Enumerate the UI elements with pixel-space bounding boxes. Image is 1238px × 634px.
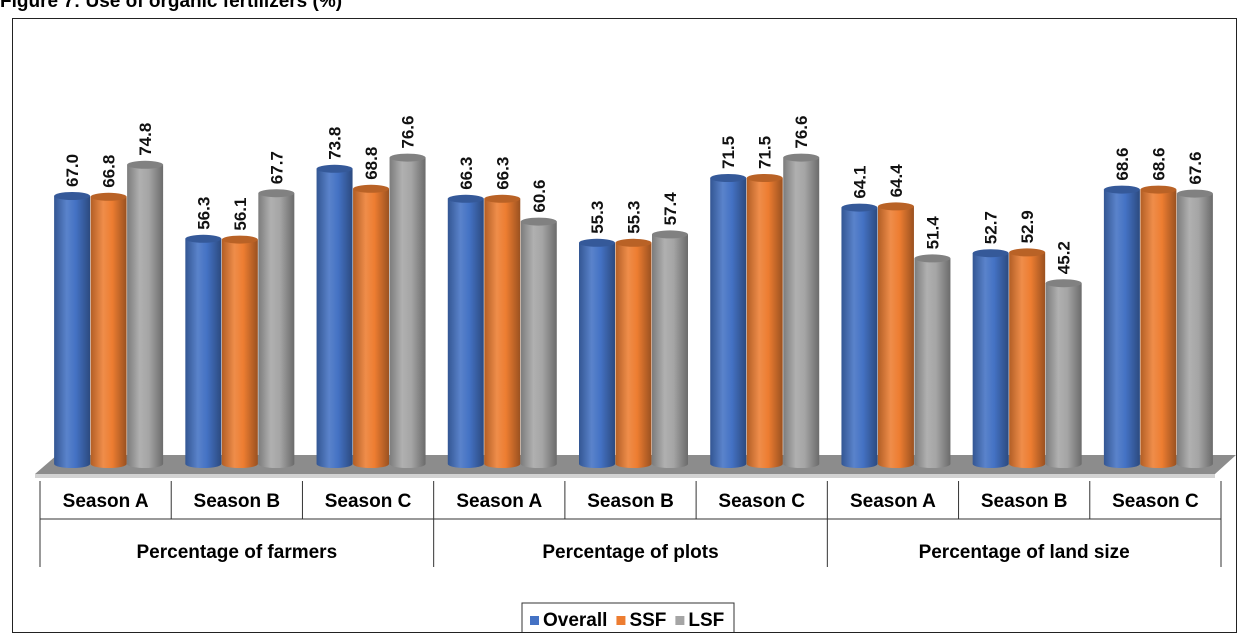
category-label-7: Season A — [850, 491, 936, 512]
figure-title: Figure 7: Use of organic fertilizers (%) — [0, 0, 343, 12]
group-label-3: Percentage of land size — [919, 542, 1130, 563]
category-label-6: Season C — [718, 491, 805, 512]
data-label-ssf-9: 68.6 — [1149, 148, 1168, 181]
data-label-lsf-1: 74.8 — [136, 123, 155, 156]
bar-ssf-5 — [615, 238, 652, 468]
data-label-lsf-7: 51.4 — [923, 216, 942, 250]
bar-overall-6 — [710, 174, 747, 468]
legend-swatch-overall — [530, 616, 539, 625]
legend-label-ssf: SSF — [629, 610, 666, 631]
category-label-2: Season B — [194, 491, 281, 512]
category-axis: Season A Season B Season C Season A Season B… — [39, 481, 1222, 567]
bar-ssf-9 — [1140, 185, 1177, 468]
bar-overall-3 — [316, 164, 353, 469]
bar-ssf-6 — [746, 174, 783, 468]
bar-lsf-3 — [389, 153, 426, 468]
bar-ssf-4 — [484, 194, 521, 469]
data-label-lsf-6: 76.6 — [792, 116, 811, 149]
data-label-ssf-1: 66.8 — [100, 155, 119, 188]
data-label-ssf-4: 66.3 — [493, 157, 512, 190]
data-label-ssf-7: 64.4 — [887, 164, 906, 198]
data-label-overall-5: 55.3 — [588, 201, 607, 234]
data-label-ssf-6: 71.5 — [756, 136, 775, 169]
data-label-lsf-4: 60.6 — [530, 180, 549, 213]
data-label-overall-2: 56.3 — [194, 197, 213, 230]
bar-ssf-2 — [221, 235, 258, 468]
bar-ssf-8 — [1009, 248, 1046, 468]
group-label-2: Percentage of plots — [542, 542, 718, 563]
data-label-ssf-2: 56.1 — [231, 198, 250, 231]
legend-label-overall: Overall — [543, 610, 607, 631]
legend-box — [521, 602, 735, 632]
floor-edge — [35, 474, 1215, 478]
bar-ssf-1 — [90, 192, 127, 469]
data-label-overall-6: 71.5 — [719, 136, 738, 169]
legend-swatch-ssf — [616, 616, 626, 625]
bar-overall-2 — [185, 234, 222, 468]
bar-lsf-9 — [1176, 189, 1213, 468]
bar-overall-9 — [1103, 185, 1140, 468]
data-label-overall-4: 66.3 — [457, 157, 476, 190]
bar-lsf-5 — [652, 230, 688, 468]
data-label-overall-7: 64.1 — [850, 166, 869, 199]
data-label-ssf-8: 52.9 — [1018, 210, 1037, 243]
category-label-9: Season C — [1112, 491, 1199, 512]
bar-lsf-8 — [1045, 279, 1082, 468]
data-labels-layer: 67.0 66.8 74.8 56.3 56.1 67.7 73.8 68.8 76.6 66.3… — [63, 116, 1205, 275]
data-label-overall-3: 73.8 — [326, 127, 345, 160]
bars-layer — [54, 153, 1213, 469]
bar-overall-7 — [841, 203, 878, 468]
category-label-1: Season A — [63, 491, 149, 512]
bar-lsf-7 — [914, 254, 951, 468]
bar-chart: 67.0 66.8 74.8 56.3 56.1 67.7 73.8 68.8 76.6 66.3… — [35, 116, 1236, 632]
category-label-8: Season B — [981, 491, 1068, 512]
bar-ssf-7 — [877, 202, 914, 468]
data-label-lsf-9: 67.6 — [1186, 152, 1205, 185]
data-label-overall-8: 52.7 — [982, 211, 1001, 244]
bar-lsf-1 — [127, 160, 164, 468]
data-label-lsf-3: 76.6 — [399, 116, 418, 149]
data-label-ssf-3: 68.8 — [362, 147, 381, 180]
bar-overall-1 — [54, 192, 91, 468]
bar-overall-5 — [579, 238, 615, 468]
bar-ssf-3 — [353, 184, 390, 469]
legend: Overall SSF LSF — [521, 602, 735, 632]
data-label-lsf-2: 67.7 — [267, 151, 286, 184]
bar-lsf-4 — [520, 217, 557, 468]
data-label-lsf-5: 57.4 — [661, 192, 680, 226]
group-label-1: Percentage of farmers — [137, 542, 338, 563]
data-label-overall-1: 67.0 — [63, 154, 82, 187]
data-label-ssf-5: 55.3 — [625, 201, 644, 234]
category-label-5: Season B — [587, 491, 674, 512]
bar-overall-4 — [447, 194, 484, 469]
legend-swatch-lsf — [675, 616, 685, 625]
data-label-lsf-8: 45.2 — [1055, 241, 1074, 274]
chart-frame: 67.0 66.8 74.8 56.3 56.1 67.7 73.8 68.8 76.6 66.3… — [12, 18, 1237, 633]
category-label-3: Season C — [325, 491, 412, 512]
bar-overall-8 — [972, 249, 1009, 468]
category-label-4: Season A — [456, 491, 542, 512]
data-label-overall-9: 68.6 — [1113, 148, 1132, 181]
legend-label-lsf: LSF — [688, 610, 724, 631]
bar-lsf-6 — [783, 153, 820, 468]
bar-lsf-2 — [258, 189, 295, 468]
